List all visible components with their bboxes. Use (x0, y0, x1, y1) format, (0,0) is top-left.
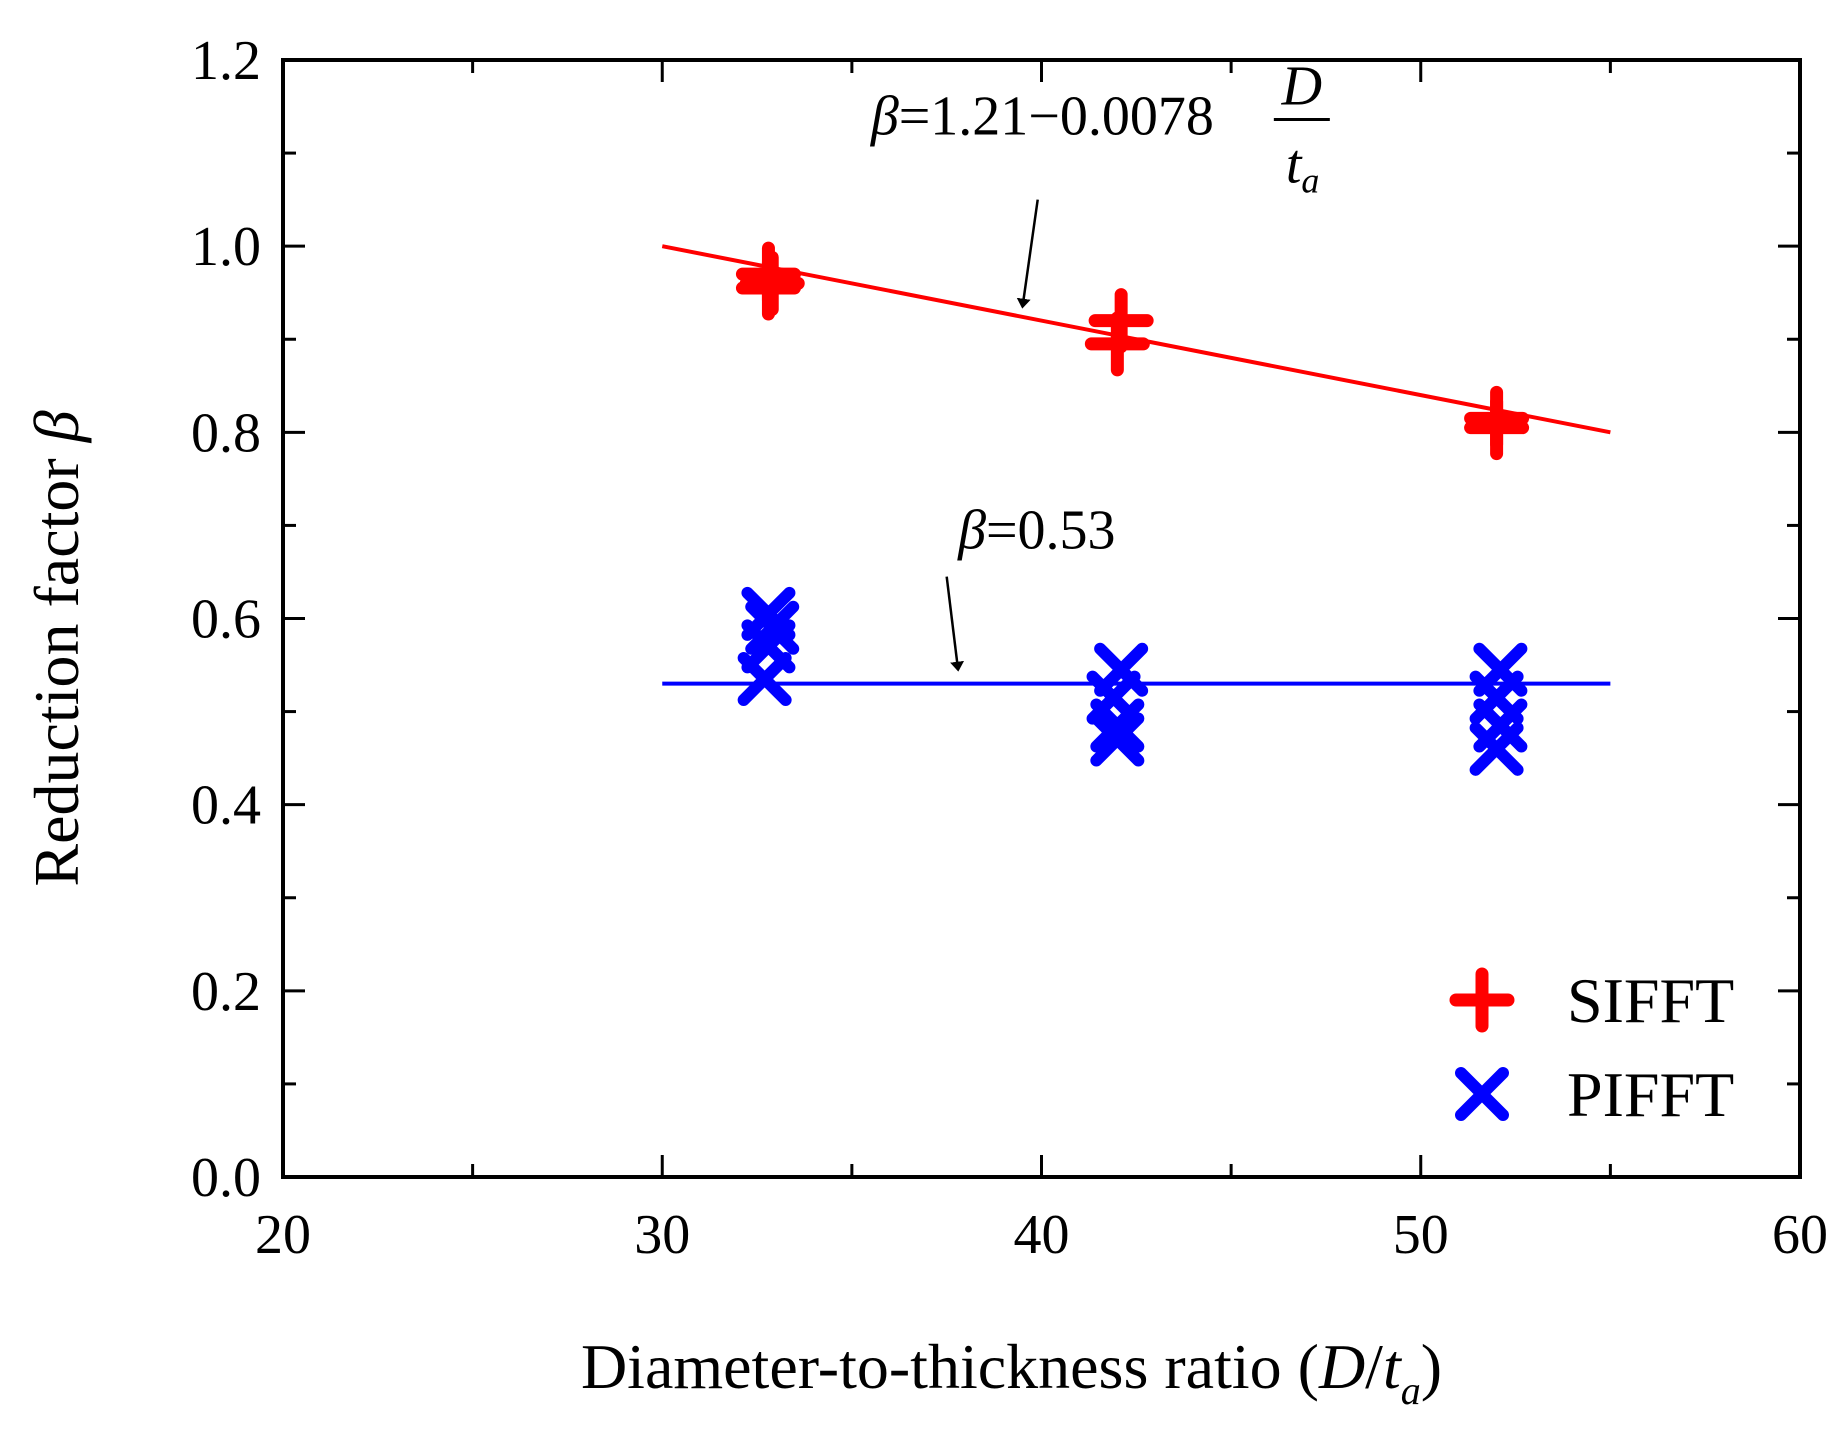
series-layer (661, 241, 1611, 776)
legend-pifft-marker (1455, 1067, 1509, 1121)
y-axis-title: Reduction factor β (21, 410, 92, 886)
pifft-point (1469, 721, 1524, 776)
sifft-point (1464, 395, 1530, 461)
legend: SIFFT PIFFT (1449, 965, 1734, 1130)
legend-pifft-label: PIFFT (1567, 1059, 1734, 1130)
sifft-equation-denominator: ta (1286, 133, 1320, 200)
y-tick-label: 0.0 (191, 1147, 261, 1209)
x-tick-label: 50 (1393, 1204, 1449, 1266)
axes: 20 30 40 50 60 0.0 0.2 0.4 0.6 0.8 1.0 1.2 Diameter-… (21, 30, 1828, 1413)
pifft-equation: β=0.53 (957, 500, 1115, 562)
sifft-point (1084, 311, 1150, 377)
legend-sifft-label: SIFFT (1567, 965, 1734, 1036)
x-bar-b (1469, 721, 1524, 776)
x-bar-b (737, 652, 792, 707)
y-tick-label: 1.0 (191, 216, 261, 278)
sifft-arrow (1016, 199, 1039, 309)
pifft-point (1090, 698, 1145, 753)
annotations: β=1.21−0.0078 Dta β=0.53 (870, 55, 1330, 672)
pifft-point (1090, 712, 1145, 767)
sifft-equation: β=1.21−0.0078 (870, 85, 1214, 147)
x-axis-title: Diameter-to-thickness ratio (D/ta) (581, 1331, 1442, 1413)
y-tick-label: 0.4 (191, 775, 261, 837)
y-tick-label: 0.2 (191, 961, 261, 1023)
x-tick-label: 30 (634, 1204, 690, 1266)
y-tick-label: 0.8 (191, 402, 261, 464)
y-tick-label: 1.2 (191, 30, 261, 92)
x-tick-label: 20 (255, 1204, 311, 1266)
x-bar-b (1090, 698, 1145, 753)
y-tick-label: 0.6 (191, 589, 261, 651)
x-tick-label: 60 (1772, 1204, 1828, 1266)
x-bar-b (1455, 1067, 1509, 1121)
x-tick-label: 40 (1014, 1204, 1070, 1266)
sifft-point (739, 250, 805, 316)
x-bar-b (1090, 712, 1145, 767)
pifft-arrow (945, 576, 965, 672)
pifft-point (737, 652, 792, 707)
legend-sifft-marker (1449, 967, 1515, 1033)
sifft-equation-numerator: D (1281, 55, 1322, 117)
